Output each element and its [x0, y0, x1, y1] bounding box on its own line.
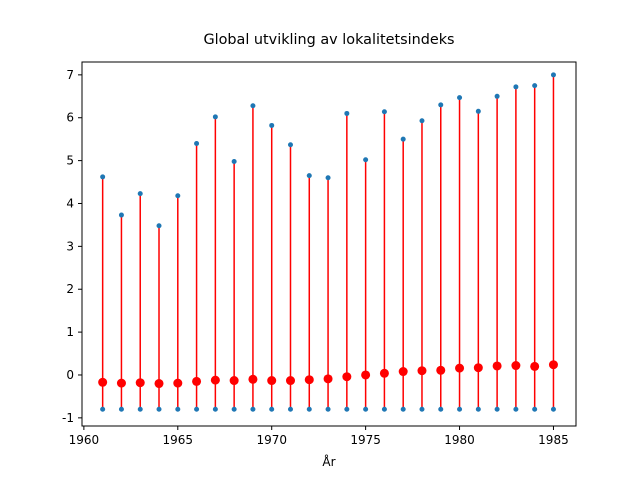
point — [363, 157, 369, 163]
mean-point — [154, 379, 164, 389]
point — [325, 406, 331, 412]
mean-point — [361, 370, 371, 380]
mean-point — [116, 378, 126, 388]
mean-point — [192, 376, 202, 386]
y-tick-label: 5 — [66, 154, 74, 168]
plot-frame — [81, 61, 577, 427]
point — [194, 140, 200, 146]
point — [156, 223, 162, 229]
point — [475, 406, 481, 412]
point — [118, 406, 124, 412]
point — [550, 406, 556, 412]
x-tick-label: 1980 — [444, 433, 475, 447]
point — [287, 142, 293, 148]
y-tick-label: -1 — [62, 411, 74, 425]
point — [550, 72, 556, 78]
mean-point — [530, 361, 540, 371]
point — [532, 83, 538, 89]
mean-point — [511, 361, 521, 371]
mean-point — [455, 363, 465, 373]
x-tick-label: 1960 — [69, 433, 100, 447]
mean-point — [323, 374, 333, 384]
mean-point — [492, 361, 502, 371]
y-tick-label: 0 — [66, 368, 74, 382]
point — [194, 406, 200, 412]
mean-point — [173, 378, 183, 388]
point — [381, 406, 387, 412]
point — [287, 406, 293, 412]
point — [381, 109, 387, 115]
mean-point — [417, 366, 427, 376]
point — [269, 406, 275, 412]
point — [457, 406, 463, 412]
point — [513, 84, 519, 90]
point — [344, 406, 350, 412]
y-tick-label: 2 — [66, 282, 74, 296]
point — [231, 158, 237, 164]
mean-point — [548, 360, 558, 370]
mean-point — [436, 365, 446, 375]
point — [494, 93, 500, 99]
point — [137, 406, 143, 412]
x-tick-label: 1965 — [163, 433, 194, 447]
point — [494, 406, 500, 412]
mean-point — [267, 376, 277, 386]
y-tick-label: 6 — [66, 111, 74, 125]
mean-point — [304, 375, 314, 385]
mean-point — [135, 378, 145, 388]
point — [269, 122, 275, 128]
mean-point — [248, 374, 258, 384]
point — [419, 118, 425, 124]
point — [100, 406, 106, 412]
point — [100, 174, 106, 180]
point — [344, 110, 350, 116]
point — [212, 114, 218, 120]
point — [212, 406, 218, 412]
point — [156, 406, 162, 412]
point — [400, 406, 406, 412]
point — [118, 212, 124, 218]
point — [419, 406, 425, 412]
mean-point — [379, 368, 389, 378]
point — [231, 406, 237, 412]
x-tick-label: 1970 — [256, 433, 287, 447]
y-tick-label: 7 — [66, 68, 74, 82]
point — [250, 406, 256, 412]
mean-point — [210, 375, 220, 385]
mean-point — [98, 377, 108, 387]
point — [325, 175, 331, 181]
y-tick-label: 4 — [66, 196, 74, 210]
point — [513, 406, 519, 412]
y-tick-label: 3 — [66, 239, 74, 253]
point — [438, 102, 444, 108]
point — [137, 191, 143, 197]
point — [532, 406, 538, 412]
chart-title: Global utvikling av lokalitetsindeks — [203, 32, 454, 48]
mean-point — [398, 367, 408, 377]
y-tick-label: 1 — [66, 325, 74, 339]
mean-point — [473, 363, 483, 373]
mean-point — [342, 372, 352, 382]
point — [363, 406, 369, 412]
x-tick-label: 1985 — [538, 433, 569, 447]
point — [438, 406, 444, 412]
point — [306, 173, 312, 179]
point — [175, 193, 181, 199]
mean-point — [229, 376, 239, 386]
point — [306, 406, 312, 412]
point — [175, 406, 181, 412]
point — [457, 95, 463, 101]
point — [475, 108, 481, 114]
mean-point — [285, 376, 295, 386]
x-tick-label: 1975 — [350, 433, 381, 447]
point — [250, 103, 256, 109]
x-axis-label: År — [322, 454, 335, 469]
point — [400, 136, 406, 142]
